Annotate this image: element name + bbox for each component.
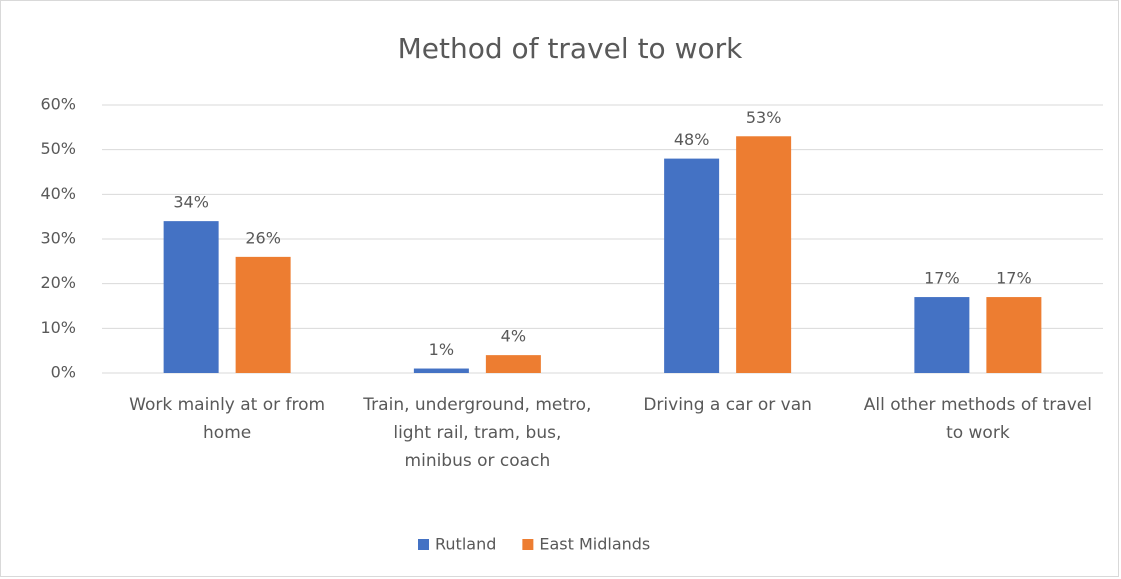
bar bbox=[736, 136, 792, 373]
y-tick-label: 20% bbox=[40, 273, 76, 292]
x-tick-label: All other methods of travel to work bbox=[864, 395, 1092, 443]
bar bbox=[986, 297, 1042, 373]
data-label: 34% bbox=[173, 193, 209, 212]
x-tick-label: Work mainly at or from home bbox=[129, 395, 325, 443]
y-tick-label: 10% bbox=[40, 318, 76, 337]
bar bbox=[664, 158, 720, 373]
chart-title: Method of travel to work bbox=[398, 32, 743, 65]
legend-swatch bbox=[522, 539, 534, 550]
y-tick-label: 0% bbox=[51, 363, 76, 382]
data-label: 17% bbox=[996, 269, 1032, 288]
y-tick-label: 30% bbox=[40, 229, 76, 248]
data-label: 48% bbox=[674, 130, 710, 149]
x-tick-label: Driving a car or van bbox=[643, 395, 812, 415]
data-label: 17% bbox=[924, 269, 960, 288]
y-tick-label: 50% bbox=[40, 139, 76, 158]
data-label: 26% bbox=[245, 228, 281, 247]
bar bbox=[485, 355, 541, 373]
bar bbox=[413, 368, 469, 373]
legend-label: East Midlands bbox=[539, 535, 650, 554]
legend-label: Rutland bbox=[435, 535, 496, 554]
bar bbox=[914, 297, 970, 373]
y-tick-label: 60% bbox=[40, 95, 76, 114]
data-label: 1% bbox=[429, 340, 454, 359]
bar bbox=[163, 221, 219, 373]
bar bbox=[235, 256, 291, 373]
data-label: 53% bbox=[746, 108, 782, 127]
x-tick-label: Train, underground, metro, light rail, tr… bbox=[362, 395, 591, 471]
legend-swatch bbox=[418, 539, 429, 550]
y-tick-label: 40% bbox=[40, 184, 76, 203]
data-label: 4% bbox=[501, 327, 526, 346]
